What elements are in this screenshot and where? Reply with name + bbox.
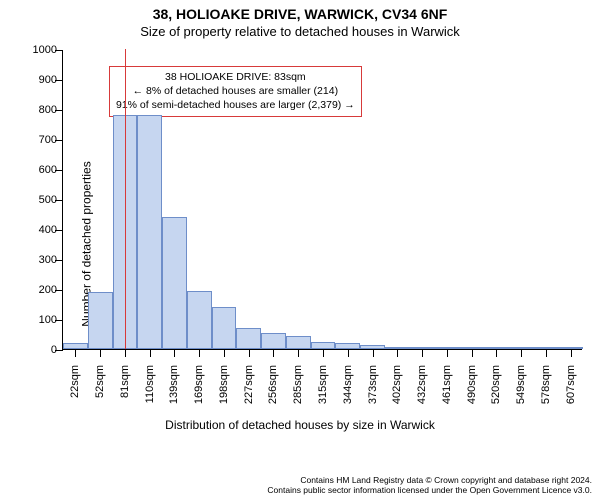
x-tick — [571, 349, 572, 357]
histogram-bar — [236, 328, 261, 349]
y-tick-label: 100 — [17, 314, 57, 326]
x-tick-label: 578sqm — [540, 365, 552, 423]
chart-area: Number of detached properties 38 HOLIOAK… — [0, 44, 600, 444]
x-tick-label: 402sqm — [391, 365, 403, 423]
x-tick-label: 461sqm — [441, 365, 453, 423]
x-tick — [125, 349, 126, 357]
y-tick-label: 800 — [17, 104, 57, 116]
x-tick-label: 110sqm — [144, 365, 156, 423]
annotation-box: 38 HOLIOAKE DRIVE: 83sqm ← 8% of detache… — [109, 66, 362, 117]
x-tick-label: 549sqm — [515, 365, 527, 423]
x-tick — [224, 349, 225, 357]
x-tick — [521, 349, 522, 357]
x-tick — [100, 349, 101, 357]
x-tick-label: 432sqm — [416, 365, 428, 423]
histogram-bar — [286, 336, 311, 350]
x-tick-label: 373sqm — [367, 365, 379, 423]
x-tick — [150, 349, 151, 357]
x-tick-label: 490sqm — [466, 365, 478, 423]
y-tick-label: 200 — [17, 284, 57, 296]
title-main: 38, HOLIOAKE DRIVE, WARWICK, CV34 6NF — [0, 0, 600, 22]
x-tick — [373, 349, 374, 357]
x-tick-label: 227sqm — [243, 365, 255, 423]
y-tick-label: 500 — [17, 194, 57, 206]
footer-line-2: Contains public sector information licen… — [267, 485, 592, 496]
property-marker-line — [125, 49, 126, 349]
x-tick — [472, 349, 473, 357]
x-tick-label: 315sqm — [317, 365, 329, 423]
x-tick-label: 256sqm — [267, 365, 279, 423]
x-axis-label: Distribution of detached houses by size … — [0, 418, 600, 432]
annotation-line-1: 38 HOLIOAKE DRIVE: 83sqm — [116, 70, 355, 84]
y-tick-label: 400 — [17, 224, 57, 236]
histogram-bar — [311, 342, 336, 350]
x-tick-label: 169sqm — [193, 365, 205, 423]
histogram-bar — [212, 307, 237, 349]
y-tick-label: 1000 — [17, 44, 57, 56]
x-tick — [298, 349, 299, 357]
x-tick — [447, 349, 448, 357]
x-tick-label: 520sqm — [490, 365, 502, 423]
histogram-bar — [137, 115, 162, 349]
x-tick-label: 285sqm — [292, 365, 304, 423]
y-tick-label: 600 — [17, 164, 57, 176]
y-tick-label: 0 — [17, 344, 57, 356]
histogram-bar — [187, 291, 212, 350]
x-tick — [75, 349, 76, 357]
x-tick — [249, 349, 250, 357]
histogram-bar — [162, 217, 187, 349]
histogram-bar — [261, 333, 286, 350]
x-tick-label: 22sqm — [69, 365, 81, 423]
y-tick-label: 900 — [17, 74, 57, 86]
annotation-line-2: ← 8% of detached houses are smaller (214… — [116, 84, 355, 98]
plot-area: 38 HOLIOAKE DRIVE: 83sqm ← 8% of detache… — [62, 50, 582, 350]
x-tick — [323, 349, 324, 357]
x-tick — [397, 349, 398, 357]
x-tick-label: 344sqm — [342, 365, 354, 423]
x-tick-label: 198sqm — [218, 365, 230, 423]
x-tick-label: 139sqm — [168, 365, 180, 423]
x-tick — [199, 349, 200, 357]
x-tick — [348, 349, 349, 357]
annotation-line-3: 91% of semi-detached houses are larger (… — [116, 98, 355, 112]
y-tick-label: 300 — [17, 254, 57, 266]
x-tick-label: 81sqm — [119, 365, 131, 423]
x-tick — [546, 349, 547, 357]
x-tick — [273, 349, 274, 357]
x-tick — [174, 349, 175, 357]
footer-attribution: Contains HM Land Registry data © Crown c… — [267, 475, 592, 496]
x-tick — [496, 349, 497, 357]
x-tick — [422, 349, 423, 357]
footer-line-1: Contains HM Land Registry data © Crown c… — [267, 475, 592, 486]
y-tick-label: 700 — [17, 134, 57, 146]
x-tick-label: 607sqm — [565, 365, 577, 423]
histogram-bar — [88, 292, 113, 349]
x-tick-label: 52sqm — [94, 365, 106, 423]
title-sub: Size of property relative to detached ho… — [0, 22, 600, 39]
